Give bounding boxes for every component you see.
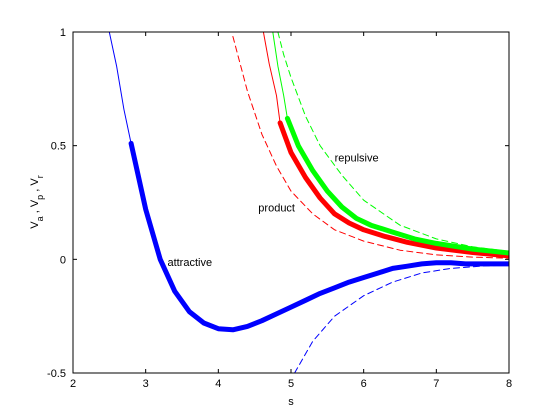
x-tick-label: 3: [143, 378, 149, 390]
series-attractive-thin-line: [108, 32, 132, 144]
y-tick-label: 0.5: [51, 141, 66, 153]
y-axis-title-subscript: a: [35, 216, 45, 221]
x-tick-label: 4: [215, 378, 221, 390]
x-tick-label: 2: [70, 378, 76, 390]
annotation-attractive: attractive: [167, 257, 212, 269]
y-axis-title-subscript: p: [35, 195, 45, 200]
series-layer: [108, 32, 509, 373]
y-tick-label: -0.5: [47, 368, 66, 380]
series-product-thin-line: [262, 32, 281, 124]
series-product-dashed-line: [232, 36, 509, 259]
series-repulsive-thin-line: [272, 32, 288, 119]
x-tick-label: 7: [433, 378, 439, 390]
y-axis-title-part: , V: [29, 199, 41, 216]
annotation-repulsive: repulsive: [335, 153, 379, 165]
annotation-product: product: [258, 203, 295, 215]
series-attractive-thick-line: [128, 140, 509, 333]
y-tick-label: 1: [60, 27, 66, 39]
x-tick-label: 5: [288, 378, 294, 390]
series-repulsive-thick-line: [284, 115, 509, 256]
series-product-thick-line: [277, 120, 509, 259]
y-axis-title: Va , Vp , Vr: [29, 175, 45, 228]
y-axis-title-part: V: [29, 221, 41, 229]
x-tick-label: 8: [506, 378, 512, 390]
y-tick-label: 0: [60, 254, 66, 266]
x-tick-label: 6: [361, 378, 367, 390]
y-axis-title-part: , V: [29, 178, 41, 195]
x-axis-title: s: [288, 396, 294, 408]
annotation-layer: repulsive product attractive: [167, 153, 378, 270]
ticks-layer: 2 3 4 5 6 7 8 -0.5 0 0.5 1: [47, 27, 512, 390]
y-axis-title-subscript: r: [35, 175, 45, 178]
